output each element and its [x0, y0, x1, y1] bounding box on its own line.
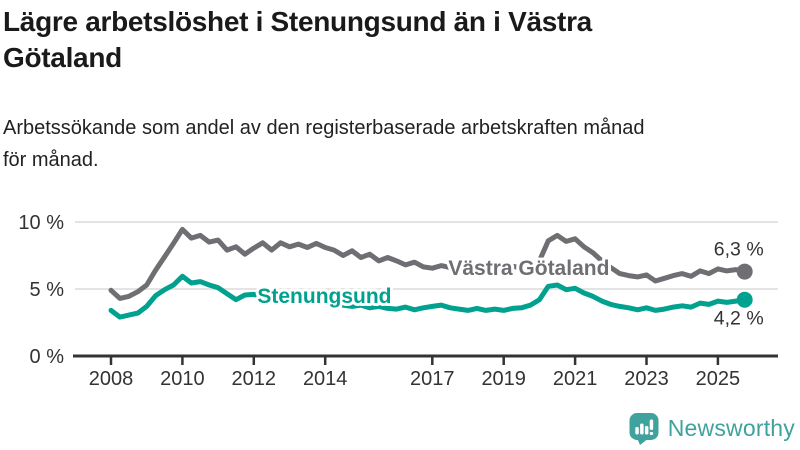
x-tick-label: 2010	[160, 368, 205, 390]
y-tick-label: 5 %	[30, 279, 65, 301]
x-tick-label: 2008	[89, 368, 134, 390]
chart-title: Lägre arbetslöshet i Stenungsund än i Vä…	[3, 6, 592, 74]
chart-subtitle: Arbetssökande som andel av den registerb…	[3, 117, 645, 171]
x-tick-label: 2017	[410, 368, 455, 390]
x-tick-label: 2014	[303, 368, 348, 390]
x-tick-label: 2012	[232, 368, 277, 390]
y-tick-label: 0 %	[30, 346, 65, 368]
series-line-stenungsund	[108, 273, 748, 320]
series-line-v-stra-g-taland	[108, 226, 748, 301]
end-value-label-v-stra-g-taland: 6,3 %	[714, 239, 764, 261]
newsworthy-logo-text: Newsworthy	[667, 414, 795, 441]
x-tick-label: 2023	[624, 368, 669, 390]
end-dot-v-stra-g-taland	[736, 263, 753, 280]
series-label-v-stra-g-taland: Västra Götaland	[448, 257, 609, 280]
newsworthy-logo: Newsworthy	[628, 411, 795, 445]
x-tick-label: 2025	[696, 368, 741, 390]
x-tick-label: 2021	[553, 368, 598, 390]
end-dot-stenungsund	[736, 291, 753, 308]
end-value-label-stenungsund: 4,2 %	[714, 308, 764, 330]
bar-chart-speech-bubble-icon	[629, 413, 659, 445]
x-tick-label: 2019	[481, 368, 526, 390]
series-label-stenungsund: Stenungsund	[257, 285, 391, 308]
y-tick-label: 10 %	[18, 212, 64, 234]
line-chart: 0 % 5 % 10 % 2008 2010 2012 2014 2017 2019 2021 20…	[18, 212, 778, 390]
